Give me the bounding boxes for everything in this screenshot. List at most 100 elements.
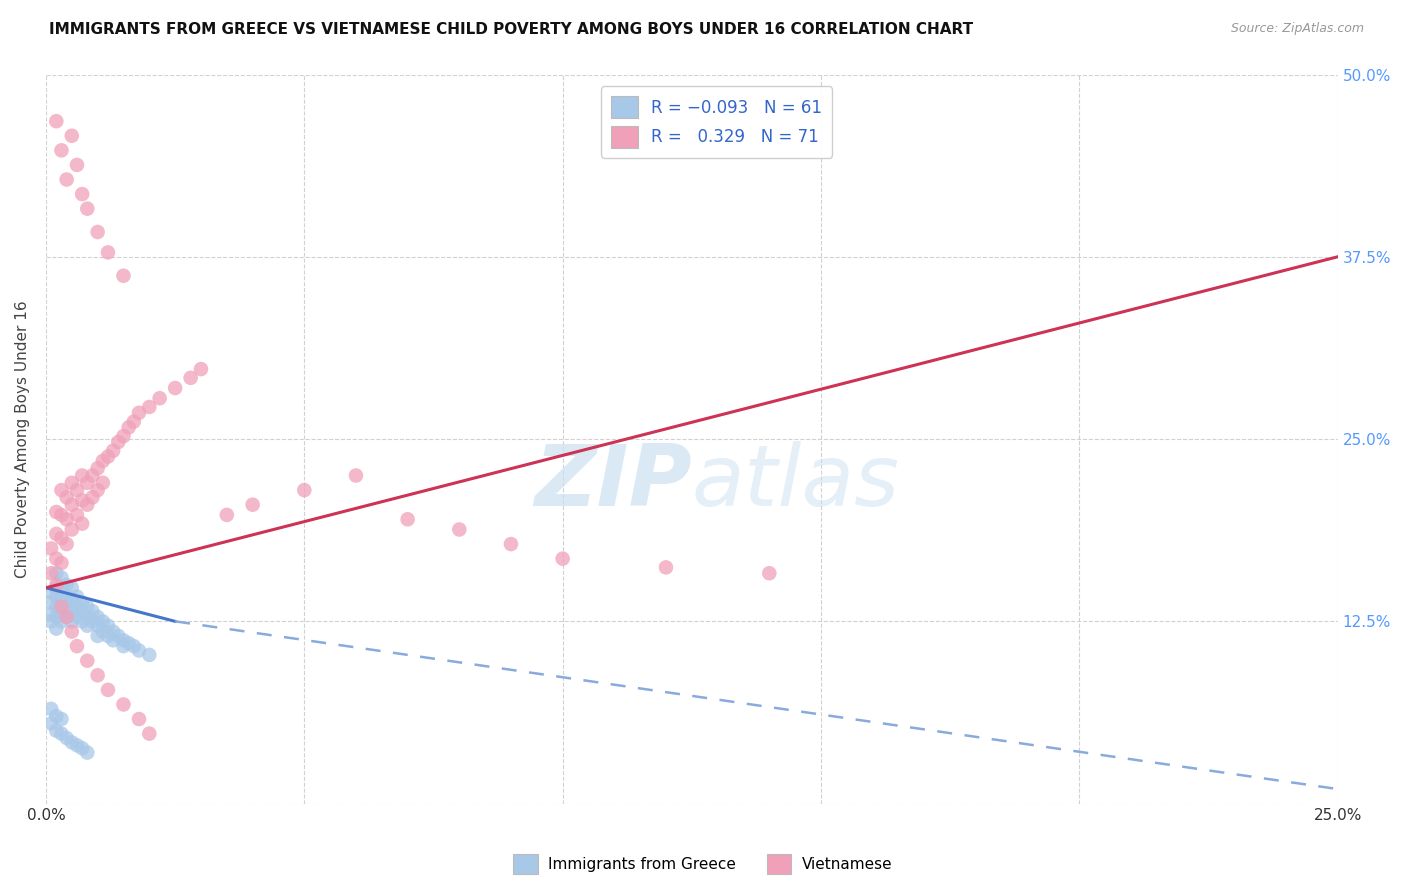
Point — [97, 682, 120, 697]
Point — [39, 595, 62, 609]
Point — [128, 643, 150, 657]
Point — [60, 735, 83, 749]
Point — [70, 595, 93, 609]
Point — [45, 566, 67, 581]
Point — [45, 610, 67, 624]
Point — [45, 622, 67, 636]
Point — [45, 709, 67, 723]
Point — [60, 475, 83, 490]
Point — [66, 508, 89, 522]
Point — [60, 581, 83, 595]
Point — [60, 592, 83, 607]
Point — [112, 268, 135, 283]
Point — [86, 668, 108, 682]
Point — [66, 599, 89, 614]
Point — [39, 702, 62, 716]
Point — [51, 144, 73, 158]
Point — [76, 498, 98, 512]
Point — [499, 537, 522, 551]
Point — [39, 615, 62, 629]
Point — [82, 615, 104, 629]
Point — [45, 505, 67, 519]
Y-axis label: Child Poverty Among Boys Under 16: Child Poverty Among Boys Under 16 — [15, 301, 30, 578]
Point — [86, 461, 108, 475]
Point — [45, 590, 67, 604]
Point — [86, 610, 108, 624]
Point — [55, 578, 77, 592]
Point — [180, 371, 202, 385]
Point — [45, 581, 67, 595]
Point — [51, 571, 73, 585]
Point — [101, 624, 124, 639]
Point — [66, 739, 89, 753]
Point — [51, 556, 73, 570]
Point — [190, 362, 212, 376]
Point — [344, 468, 367, 483]
Point — [86, 618, 108, 632]
Point — [70, 468, 93, 483]
Point — [60, 615, 83, 629]
Point — [39, 585, 62, 599]
Point — [149, 391, 172, 405]
Point — [39, 566, 62, 581]
Point — [55, 610, 77, 624]
Point — [82, 468, 104, 483]
Point — [66, 590, 89, 604]
Point — [60, 498, 83, 512]
Point — [122, 415, 145, 429]
Point — [76, 599, 98, 614]
Point — [39, 607, 62, 621]
Point — [45, 114, 67, 128]
Point — [82, 604, 104, 618]
Point — [70, 516, 93, 531]
Point — [55, 610, 77, 624]
Point — [122, 639, 145, 653]
Point — [39, 541, 62, 556]
Point — [39, 716, 62, 731]
Point — [55, 172, 77, 186]
Point — [51, 581, 73, 595]
Point — [655, 560, 678, 574]
Legend: R = −0.093   N = 61, R =   0.329   N = 71: R = −0.093 N = 61, R = 0.329 N = 71 — [600, 87, 832, 158]
Point — [112, 639, 135, 653]
Point — [70, 741, 93, 756]
Point — [82, 491, 104, 505]
Point — [107, 629, 129, 643]
Point — [97, 450, 120, 464]
Point — [292, 483, 315, 497]
Point — [66, 610, 89, 624]
Point — [128, 712, 150, 726]
Point — [51, 599, 73, 614]
Point — [51, 508, 73, 522]
Point — [758, 566, 780, 581]
Point — [51, 483, 73, 497]
Text: ZIP: ZIP — [534, 442, 692, 524]
Point — [76, 618, 98, 632]
Point — [138, 726, 160, 740]
Point — [396, 512, 419, 526]
Point — [70, 187, 93, 202]
Point — [91, 615, 114, 629]
Point — [60, 604, 83, 618]
Point — [76, 654, 98, 668]
Point — [51, 726, 73, 740]
Point — [112, 698, 135, 712]
Text: IMMIGRANTS FROM GREECE VS VIETNAMESE CHILD POVERTY AMONG BOYS UNDER 16 CORRELATI: IMMIGRANTS FROM GREECE VS VIETNAMESE CHI… — [49, 22, 973, 37]
Point — [91, 624, 114, 639]
Point — [55, 491, 77, 505]
Point — [55, 537, 77, 551]
Point — [45, 723, 67, 738]
Point — [60, 128, 83, 143]
Point — [128, 406, 150, 420]
Point — [66, 483, 89, 497]
Point — [51, 615, 73, 629]
Point — [91, 475, 114, 490]
Point — [86, 225, 108, 239]
Point — [55, 599, 77, 614]
Point — [76, 475, 98, 490]
Legend: Immigrants from Greece, Vietnamese: Immigrants from Greece, Vietnamese — [508, 848, 898, 880]
Point — [45, 578, 67, 592]
Point — [138, 400, 160, 414]
Point — [70, 604, 93, 618]
Point — [107, 434, 129, 449]
